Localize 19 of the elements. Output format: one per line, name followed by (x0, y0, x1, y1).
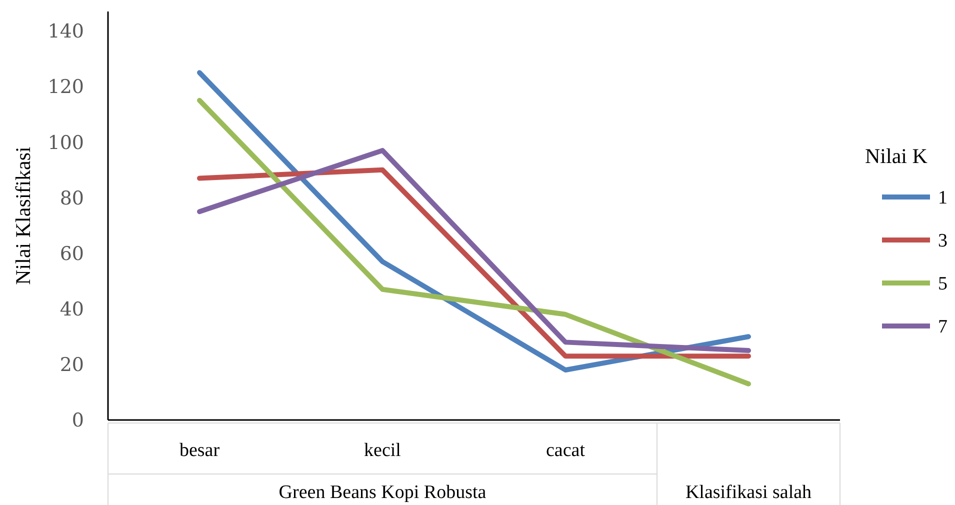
x-tick-label: kecil (364, 440, 401, 461)
y-tick-label: 0 (72, 410, 84, 432)
y-axis-title: Nilai Klasifikasi (11, 146, 35, 285)
x-tick-label: besar (179, 440, 220, 461)
text: Green Beans Kopi Robusta (278, 482, 487, 503)
y-tick-label: 80 (60, 187, 84, 210)
y-tick-label: 120 (48, 76, 84, 98)
y-tick-label: 100 (48, 132, 84, 154)
y-tick-label: 60 (60, 242, 84, 265)
y-tick-label: 20 (60, 354, 84, 376)
legend-label: 1 (938, 188, 948, 209)
legend-title: Nilai K (865, 144, 928, 168)
y-tick-label: 140 (48, 20, 84, 43)
text: Klasifikasi salah (685, 482, 812, 503)
x-tick-label: cacat (546, 440, 586, 461)
y-tick-label: 40 (60, 298, 84, 320)
legend-label: 7 (938, 316, 948, 338)
legend-label: 5 (938, 274, 948, 295)
legend-label: 3 (938, 230, 948, 252)
